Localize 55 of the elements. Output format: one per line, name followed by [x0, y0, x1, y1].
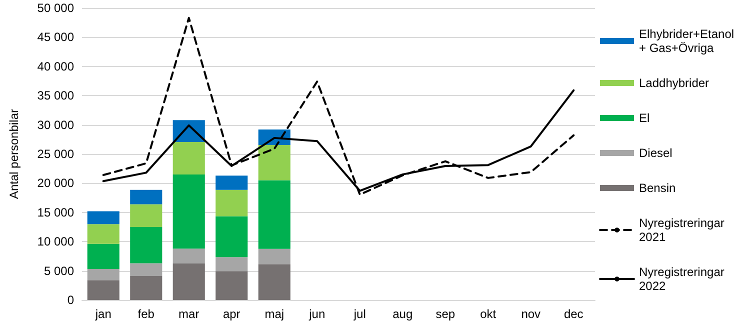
bar — [172, 174, 205, 249]
bar — [130, 276, 162, 300]
y-tick-label: 10 000 — [37, 234, 74, 249]
legend-label: Laddhybrider — [639, 76, 710, 90]
bar — [130, 263, 162, 276]
bar — [216, 176, 248, 190]
y-tick-label: 45 000 — [37, 30, 74, 44]
x-tick-label: apr — [222, 307, 240, 321]
bar — [216, 190, 248, 216]
legend-label: Nyregistreringar 2021 — [639, 216, 728, 244]
bar — [216, 257, 248, 272]
y-tick-label: 0 — [67, 293, 74, 307]
bar — [258, 264, 290, 300]
x-tick-label: jan — [94, 307, 112, 321]
x-tick-label: dec — [564, 307, 584, 321]
y-tick-label: 15 000 — [37, 205, 74, 220]
bar — [216, 216, 248, 258]
bar — [130, 227, 162, 264]
y-axis-title: Antal personbilar — [7, 108, 21, 200]
x-tick-label: jul — [352, 307, 366, 321]
bar — [87, 211, 120, 224]
x-tick-label: okt — [480, 307, 497, 321]
y-tick-label: 5 000 — [44, 264, 74, 278]
legend-label: Bensin — [639, 181, 676, 195]
bar — [87, 269, 120, 280]
y-tick-label: 35 000 — [37, 88, 74, 103]
legend-label: Elhybrider+Etanol+ Gas+Övriga — [639, 27, 734, 55]
bar — [258, 144, 290, 180]
x-tick-label: nov — [521, 307, 541, 321]
y-tick-label: 40 000 — [37, 59, 74, 74]
y-tick-label: 30 000 — [37, 118, 74, 132]
x-tick-label: jun — [308, 307, 326, 321]
legend-label: El — [639, 111, 650, 125]
y-tick-label: 50 000 — [37, 1, 74, 15]
line-series — [102, 16, 575, 196]
x-tick-label: sep — [436, 307, 456, 321]
bar — [87, 280, 120, 300]
y-tick-label: 20 000 — [37, 176, 74, 190]
bar — [258, 248, 290, 264]
bar — [172, 264, 205, 300]
bar — [172, 142, 205, 174]
legend-label: Diesel — [639, 146, 672, 160]
bar — [87, 244, 120, 270]
bar — [172, 248, 205, 264]
x-tick-label: aug — [392, 307, 413, 321]
bar — [130, 204, 162, 227]
y-tick-label: 25 000 — [37, 147, 74, 161]
x-tick-label: maj — [264, 307, 284, 321]
bar — [87, 224, 120, 244]
bar — [258, 180, 290, 249]
x-tick-label: mar — [178, 307, 200, 321]
legend-label: Nyregistreringar 2022 — [639, 265, 728, 293]
bar — [130, 190, 162, 204]
x-tick-label: feb — [138, 307, 155, 321]
bar — [216, 271, 248, 300]
